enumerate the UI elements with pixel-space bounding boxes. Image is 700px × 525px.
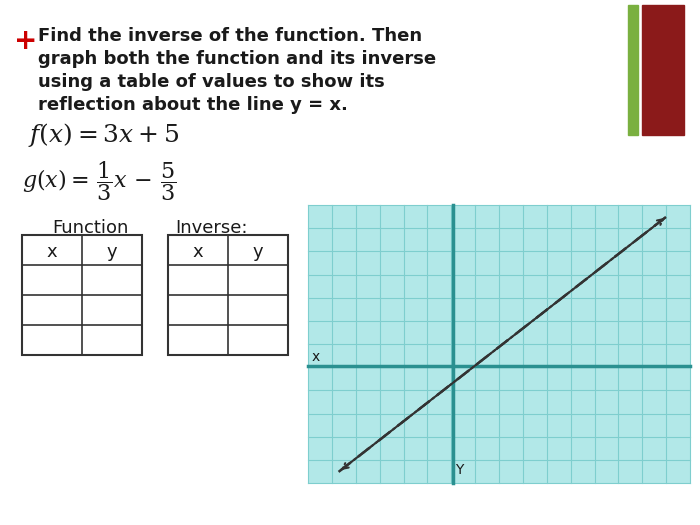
- Text: $f(x)= 3x+5$: $f(x)= 3x+5$: [28, 121, 179, 149]
- Text: x: x: [193, 243, 203, 261]
- Text: Y: Y: [455, 463, 463, 477]
- Text: +: +: [14, 27, 37, 55]
- Text: $g(x)=\,\dfrac{1}{3}x\,-\,\dfrac{5}{3}$: $g(x)=\,\dfrac{1}{3}x\,-\,\dfrac{5}{3}$: [22, 159, 176, 203]
- Bar: [308, 205, 690, 483]
- Text: y: y: [253, 243, 263, 261]
- Text: using a table of values to show its: using a table of values to show its: [38, 73, 385, 91]
- Text: graph both the function and its inverse: graph both the function and its inverse: [38, 50, 436, 68]
- Text: y: y: [106, 243, 118, 261]
- Text: x: x: [47, 243, 57, 261]
- Text: Inverse:: Inverse:: [175, 219, 248, 237]
- Text: Function: Function: [52, 219, 128, 237]
- Bar: [642, 5, 684, 135]
- Text: x: x: [312, 350, 321, 364]
- Bar: [22, 235, 142, 355]
- Text: Find the inverse of the function. Then: Find the inverse of the function. Then: [38, 27, 422, 45]
- Text: reflection about the line y = x.: reflection about the line y = x.: [38, 96, 348, 114]
- Bar: [168, 235, 288, 355]
- Bar: [628, 5, 638, 135]
